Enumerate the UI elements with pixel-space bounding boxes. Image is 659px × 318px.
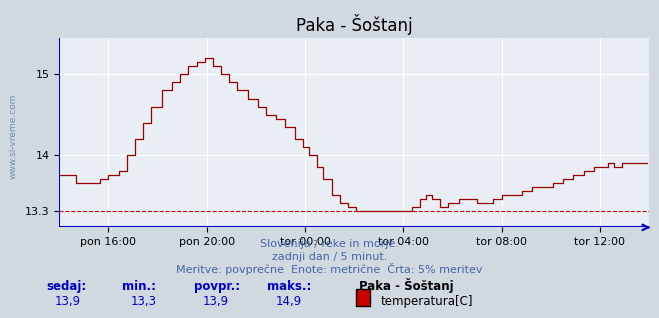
Text: 14,9: 14,9 bbox=[275, 295, 302, 308]
Text: min.:: min.: bbox=[122, 280, 156, 293]
Text: Paka - Šoštanj: Paka - Šoštanj bbox=[359, 278, 454, 293]
Text: 13,3: 13,3 bbox=[130, 295, 156, 308]
Text: Meritve: povprečne  Enote: metrične  Črta: 5% meritev: Meritve: povprečne Enote: metrične Črta:… bbox=[176, 263, 483, 275]
Text: 13,9: 13,9 bbox=[55, 295, 81, 308]
Text: Slovenija / reke in morje.: Slovenija / reke in morje. bbox=[260, 239, 399, 249]
Text: maks.:: maks.: bbox=[267, 280, 311, 293]
Text: zadnji dan / 5 minut.: zadnji dan / 5 minut. bbox=[272, 252, 387, 262]
Text: www.si-vreme.com: www.si-vreme.com bbox=[9, 94, 18, 179]
Title: Paka - Šoštanj: Paka - Šoštanj bbox=[296, 14, 413, 35]
Text: sedaj:: sedaj: bbox=[46, 280, 86, 293]
Text: temperatura[C]: temperatura[C] bbox=[381, 295, 473, 308]
Text: povpr.:: povpr.: bbox=[194, 280, 241, 293]
Text: 13,9: 13,9 bbox=[203, 295, 229, 308]
